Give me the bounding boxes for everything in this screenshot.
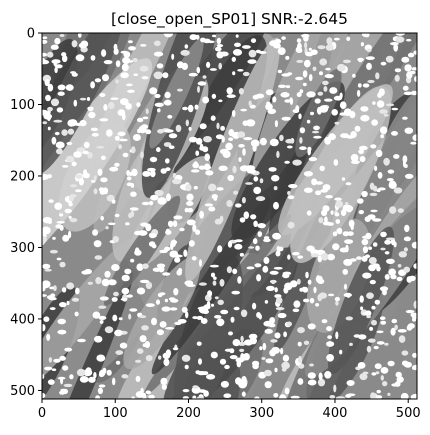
x-tick-label: 200 [176, 406, 201, 421]
y-tick-label: 500 [10, 384, 35, 399]
axes-frame [41, 32, 418, 400]
y-tick-label: 200 [10, 169, 35, 184]
x-axis: 0 100 200 300 400 500 [38, 399, 421, 421]
x-tick-label: 0 [38, 406, 46, 421]
figure-title: [close_open_SP01] SNR:-2.645 [111, 10, 348, 29]
y-tick-label: 0 [27, 27, 35, 42]
x-tick-label: 100 [103, 406, 128, 421]
y-tick-label: 400 [10, 312, 35, 327]
x-tick-label: 300 [249, 406, 274, 421]
y-tick-label: 300 [10, 241, 35, 256]
y-tick-label: 100 [10, 98, 35, 113]
y-axis: 0 100 200 300 400 500 [10, 27, 42, 399]
x-tick-label: 500 [396, 406, 421, 421]
x-tick-label: 400 [323, 406, 348, 421]
